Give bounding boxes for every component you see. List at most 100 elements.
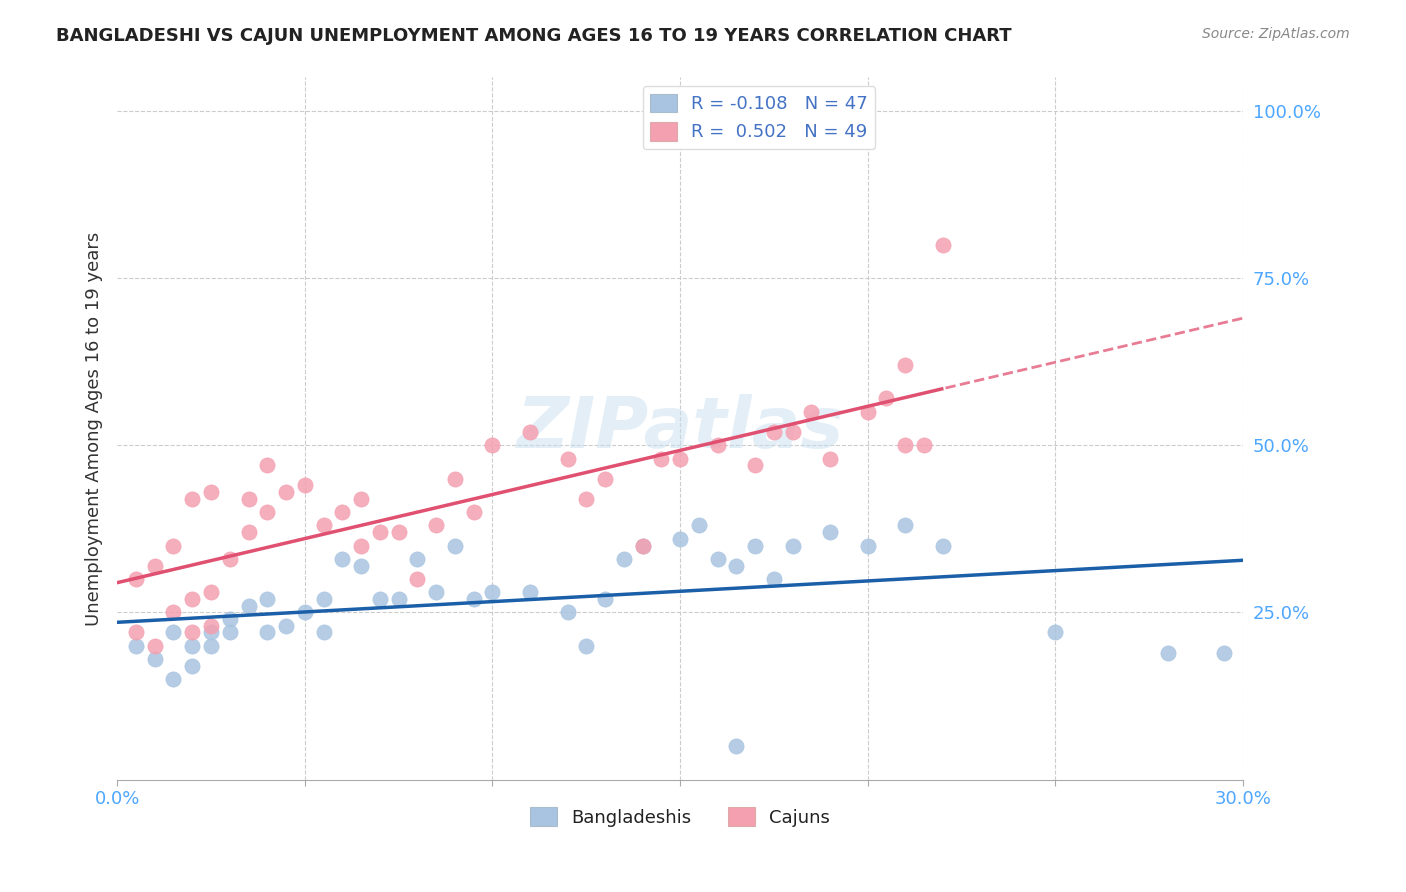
Point (519, 425, 541, 439)
Point (762, 425, 785, 439)
Point (725, 558, 748, 573)
Point (388, 525, 411, 540)
Text: BANGLADESHI VS CAJUN UNEMPLOYMENT AMONG AGES 16 TO 19 YEARS CORRELATION CHART: BANGLADESHI VS CAJUN UNEMPLOYMENT AMONG … (56, 27, 1012, 45)
Point (181, 659, 204, 673)
Point (181, 625, 204, 640)
Point (444, 472, 467, 486)
Text: ZIPatlas: ZIPatlas (516, 394, 844, 463)
Point (368, 525, 391, 540)
Point (162, 606, 184, 620)
Point (350, 539, 373, 553)
Point (782, 539, 804, 553)
Point (162, 539, 184, 553)
Point (425, 518, 447, 533)
Point (1213, 646, 1236, 660)
Point (613, 552, 636, 566)
Point (744, 539, 766, 553)
Point (575, 491, 598, 506)
Point (200, 625, 222, 640)
Point (669, 532, 692, 546)
Point (425, 585, 447, 599)
Point (631, 539, 654, 553)
Point (238, 599, 260, 613)
Point (181, 639, 204, 653)
Point (463, 592, 485, 607)
Point (330, 552, 353, 566)
Point (143, 639, 166, 653)
Point (894, 518, 917, 533)
Point (762, 572, 785, 586)
Legend: Bangladeshis, Cajuns: Bangladeshis, Cajuns (523, 800, 838, 834)
Point (481, 438, 503, 452)
Point (312, 518, 335, 533)
Point (575, 639, 598, 653)
Point (932, 539, 955, 553)
Point (744, 458, 766, 473)
Point (856, 405, 879, 419)
Point (875, 392, 897, 406)
Point (782, 425, 804, 439)
Point (669, 451, 692, 466)
Point (200, 619, 222, 633)
Point (143, 558, 166, 573)
Point (706, 552, 728, 566)
Point (912, 438, 935, 452)
Point (162, 625, 184, 640)
Point (256, 592, 278, 607)
Point (800, 405, 823, 419)
Point (256, 458, 278, 473)
Point (894, 358, 917, 372)
Point (593, 472, 616, 486)
Point (218, 612, 240, 626)
Point (557, 606, 579, 620)
Y-axis label: Unemployment Among Ages 16 to 19 years: Unemployment Among Ages 16 to 19 years (86, 231, 103, 625)
Point (481, 585, 503, 599)
Point (350, 491, 373, 506)
Text: Source: ZipAtlas.com: Source: ZipAtlas.com (1202, 27, 1350, 41)
Point (256, 625, 278, 640)
Point (557, 451, 579, 466)
Point (143, 652, 166, 666)
Point (125, 639, 148, 653)
Point (1157, 646, 1180, 660)
Point (519, 585, 541, 599)
Point (725, 739, 748, 754)
Point (274, 619, 297, 633)
Point (294, 478, 316, 492)
Point (932, 237, 955, 252)
Point (256, 505, 278, 519)
Point (312, 625, 335, 640)
Point (1045, 625, 1067, 640)
Point (312, 592, 335, 607)
Point (650, 451, 672, 466)
Point (200, 485, 222, 500)
Point (200, 585, 222, 599)
Point (238, 491, 260, 506)
Point (181, 491, 204, 506)
Point (274, 485, 297, 500)
Point (294, 606, 316, 620)
Point (350, 558, 373, 573)
Point (856, 539, 879, 553)
Point (818, 451, 841, 466)
Point (218, 552, 240, 566)
Point (125, 625, 148, 640)
Point (631, 539, 654, 553)
Point (894, 438, 917, 452)
Point (593, 592, 616, 607)
Point (406, 572, 429, 586)
Point (406, 552, 429, 566)
Point (444, 539, 467, 553)
Point (688, 518, 710, 533)
Point (238, 525, 260, 540)
Point (368, 592, 391, 607)
Point (218, 625, 240, 640)
Point (706, 438, 728, 452)
Point (330, 505, 353, 519)
Point (818, 525, 841, 540)
Point (162, 673, 184, 687)
Point (463, 505, 485, 519)
Point (181, 592, 204, 607)
Point (388, 592, 411, 607)
Point (200, 639, 222, 653)
